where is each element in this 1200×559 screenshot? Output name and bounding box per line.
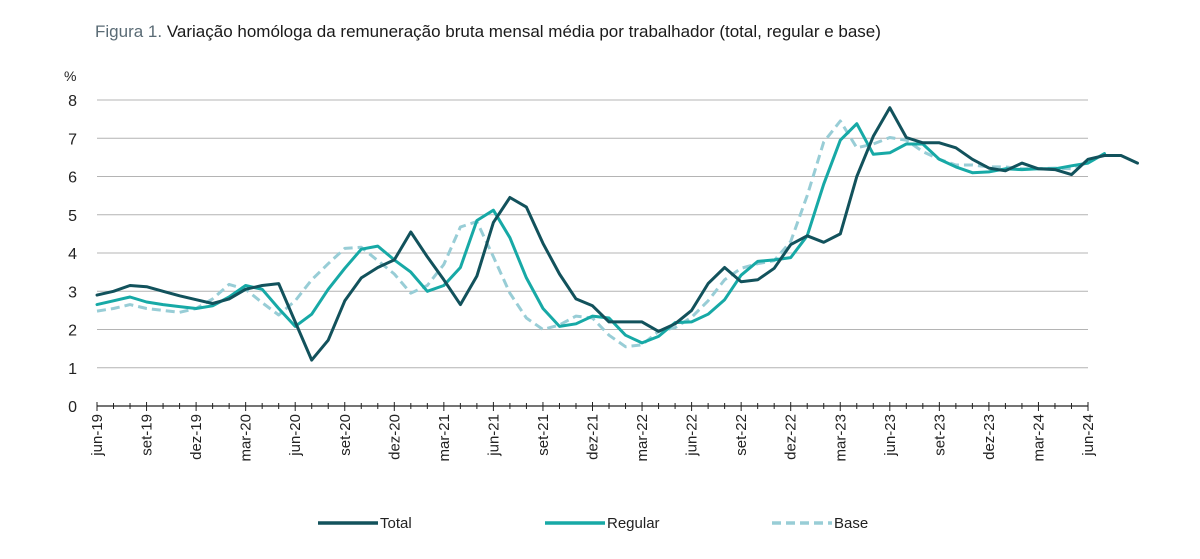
y-tick-label: 5 [68, 208, 77, 225]
x-tick-label: mar-24 [1030, 414, 1047, 462]
x-axis: jun-19 set-19 dez-19 mar-20 jun-20 set-20 dez-… [89, 402, 1097, 462]
legend-item-total: Total [318, 515, 412, 532]
y-tick-label: 1 [68, 361, 77, 378]
x-tick-label: jun-19 [89, 414, 106, 457]
x-tick-label: mar-23 [832, 414, 849, 462]
gridlines [97, 99, 1088, 369]
y-tick-label: 6 [68, 170, 77, 187]
figure-title: Variação homóloga da remuneração bruta m… [167, 22, 881, 41]
y-axis-unit-label: % [64, 68, 76, 84]
legend-label: Regular [607, 515, 660, 532]
x-tick-label: set-19 [139, 414, 156, 456]
x-tick-label: set-22 [733, 414, 750, 456]
y-tick-label: 8 [68, 93, 77, 110]
x-tick-label: jun-21 [485, 414, 502, 457]
x-tick-label: dez-22 [783, 414, 800, 460]
x-tick-label: jun-24 [1080, 414, 1097, 457]
x-tick-label: set-23 [931, 414, 948, 456]
figure-number: Figura 1. [95, 22, 162, 41]
x-tick-label: jun-23 [882, 414, 899, 457]
legend: Total Regular Base [318, 515, 868, 532]
legend-label: Base [834, 515, 868, 532]
series-line-total [95, 106, 1139, 362]
x-tick-label: dez-19 [188, 414, 205, 460]
series-line-base [96, 119, 1089, 349]
series-lines [95, 106, 1139, 362]
y-tick-label: 3 [68, 284, 77, 301]
x-tick-label: jun-20 [287, 414, 304, 457]
y-axis-ticks: 0 1 2 3 4 5 6 7 8 [68, 93, 77, 416]
x-tick-label: dez-20 [386, 414, 403, 460]
x-tick-label: jun-22 [684, 414, 701, 457]
x-tick-label: set-20 [337, 414, 354, 456]
legend-item-regular: Regular [545, 515, 660, 532]
x-tick-label: mar-22 [634, 414, 651, 462]
chart-title: Figura 1. Variação homóloga da remuneraç… [95, 22, 881, 41]
y-tick-label: 0 [68, 399, 77, 416]
y-tick-label: 2 [68, 323, 77, 340]
x-tick-label: set-21 [535, 414, 552, 456]
x-tick-label: dez-21 [585, 414, 602, 460]
x-tick-label: mar-21 [436, 414, 453, 462]
x-tick-label: dez-23 [981, 414, 998, 460]
legend-item-base: Base [772, 515, 868, 532]
y-tick-label: 4 [68, 246, 77, 263]
y-tick-label: 7 [68, 131, 77, 148]
series-line-regular [95, 122, 1106, 345]
x-tick-label: mar-20 [238, 414, 255, 462]
legend-label: Total [380, 515, 412, 532]
